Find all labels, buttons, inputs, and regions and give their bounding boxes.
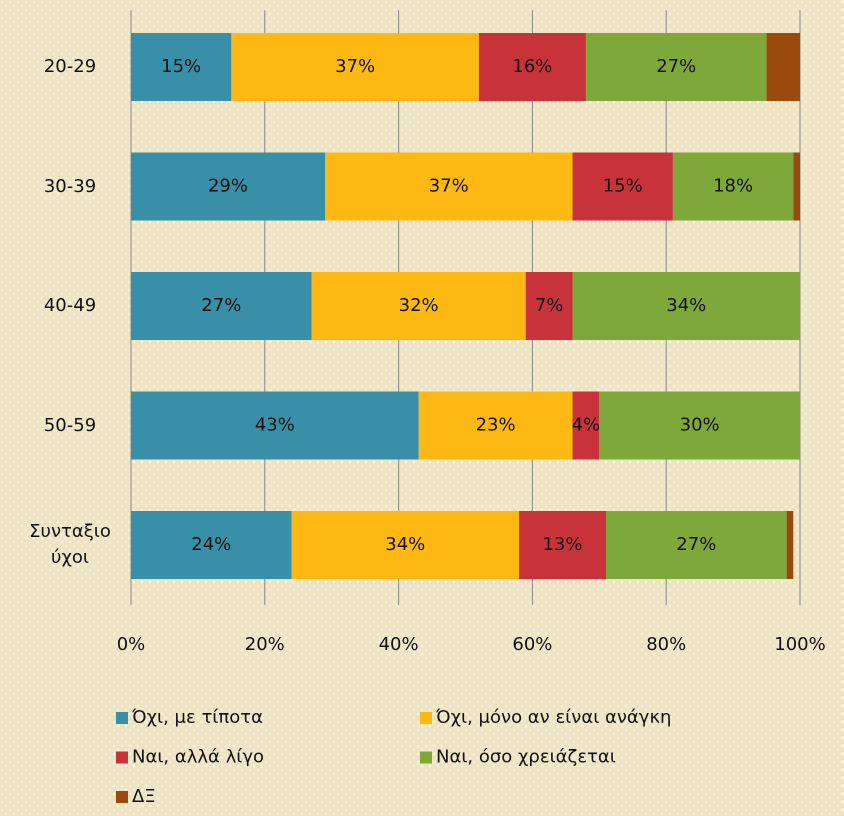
legend-label: Ναι, αλλά λίγο xyxy=(132,747,264,768)
bar-segment xyxy=(291,511,520,579)
data-label: 4% xyxy=(572,415,601,436)
y-tick-label: 50-59 xyxy=(43,414,97,436)
data-label: 24% xyxy=(191,534,231,555)
bar-segment xyxy=(325,152,573,221)
data-label: 27% xyxy=(201,295,241,316)
bar-segment xyxy=(572,391,600,460)
data-label: 15% xyxy=(161,56,201,77)
bar-segment xyxy=(525,272,573,340)
bar-segment xyxy=(418,391,573,460)
bar-segment xyxy=(131,511,292,579)
data-label: 32% xyxy=(399,295,439,316)
legend-swatch xyxy=(116,712,128,724)
data-label: 37% xyxy=(335,56,375,77)
legend-swatch xyxy=(116,791,128,803)
data-label: 18% xyxy=(713,176,753,197)
bar-segment xyxy=(131,33,232,101)
x-tick-label: 40% xyxy=(379,634,419,655)
bar-segment xyxy=(786,511,794,579)
legend-label: Ναι, όσο χρειάζεται xyxy=(436,747,616,768)
data-label: 15% xyxy=(603,176,643,197)
bar-segment xyxy=(311,272,526,340)
bar-segment xyxy=(766,33,800,101)
x-tick-label: 100% xyxy=(774,634,825,655)
legend-swatch xyxy=(116,751,128,764)
y-tick-label: 40-49 xyxy=(43,295,97,316)
data-label: 30% xyxy=(680,415,720,436)
x-tick-label: 0% xyxy=(117,634,146,655)
data-label: 34% xyxy=(385,534,425,555)
data-label: 27% xyxy=(676,534,716,555)
data-label: 27% xyxy=(656,56,696,77)
data-label: 7% xyxy=(535,295,564,316)
bar-segment xyxy=(793,152,800,221)
legend-label: Όχι, με τίποτα xyxy=(131,707,263,728)
x-tick-label: 20% xyxy=(245,634,285,655)
legend-label: Όχι, μόνο αν είναι ανάγκη xyxy=(435,707,671,728)
y-tick-label: 30-39 xyxy=(43,175,97,197)
bar-segment xyxy=(672,152,794,221)
bar-segment xyxy=(572,152,673,221)
y-tick-label: Συνταξιούχοι xyxy=(29,521,111,568)
bar-segment xyxy=(605,511,787,579)
y-tick-label: 20-29 xyxy=(43,56,97,77)
bar-segment xyxy=(519,511,606,579)
data-label: 13% xyxy=(542,534,582,555)
data-label: 16% xyxy=(512,56,552,77)
bar-segment xyxy=(131,152,326,221)
bar-segment xyxy=(599,391,800,460)
data-label: 29% xyxy=(208,176,248,197)
x-tick-label: 80% xyxy=(646,634,686,655)
bar-segment xyxy=(131,272,312,340)
bar-segment xyxy=(478,33,586,101)
data-label: 43% xyxy=(255,415,295,436)
legend-swatch xyxy=(420,712,432,724)
bar-segment xyxy=(572,272,800,340)
data-label: 37% xyxy=(429,176,469,197)
x-tick-label: 60% xyxy=(512,634,552,655)
bar-segment xyxy=(585,33,767,101)
legend-label: ΔΞ xyxy=(132,786,156,807)
data-label: 23% xyxy=(476,415,516,436)
bar-segment xyxy=(231,33,479,101)
data-label: 34% xyxy=(666,295,706,316)
bar-segment xyxy=(131,391,419,460)
legend-swatch xyxy=(420,751,432,764)
